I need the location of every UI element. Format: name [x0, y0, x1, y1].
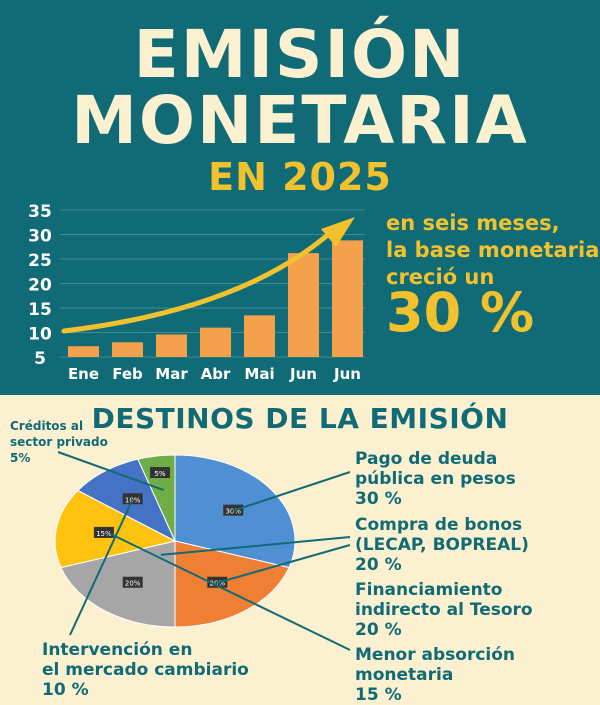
- label-pago-l1: Pago de deuda: [355, 449, 498, 469]
- leader-line: [57, 451, 165, 491]
- title-line-2: MONETARIA: [71, 82, 529, 159]
- bar-mar: [156, 334, 187, 357]
- pie-value-label: 30%: [225, 508, 241, 516]
- bar-jun: [288, 253, 319, 357]
- label-menor-l2: monetaria: [355, 665, 454, 685]
- leader-line: [109, 532, 351, 651]
- label-creditos-l1: Créditos al: [10, 419, 84, 433]
- label-interv-l3: 10 %: [42, 680, 89, 700]
- caption-line-1: en seis meses,: [386, 211, 560, 235]
- leader-line: [217, 544, 351, 584]
- label-creditos-l3: 5%: [10, 451, 31, 465]
- x-tick-label: Jun: [333, 365, 361, 383]
- label-creditos-l2: sector privado: [10, 435, 108, 449]
- title-line-1: EMISIÓN: [133, 16, 467, 93]
- label-compra: Compra de bonos (LECAP, BOPREAL) 20 %: [355, 515, 529, 575]
- pie-title: DESTINOS DE LA EMISIÓN: [91, 402, 509, 435]
- y-tick-label: 5: [34, 349, 46, 369]
- label-compra-l2: (LECAP, BOPREAL): [355, 535, 529, 555]
- bar-ene: [68, 346, 99, 357]
- label-interv: Intervención en el mercado cambiario 10 …: [42, 640, 249, 700]
- x-tick-label: Jun: [289, 365, 317, 383]
- pie-slice: [174, 540, 290, 628]
- label-compra-l1: Compra de bonos: [355, 515, 523, 535]
- label-pago: Pago de deuda pública en pesos 30 %: [355, 449, 516, 509]
- pie-value-label: 20%: [125, 580, 141, 588]
- label-pago-l3: 30 %: [355, 489, 402, 509]
- label-financ-l1: Financiamiento: [355, 580, 503, 600]
- bar-jun: [332, 240, 363, 357]
- trend-arrow-head: [321, 217, 355, 247]
- label-financ-l3: 20 %: [355, 620, 402, 640]
- trend-arrow-line: [61, 230, 333, 334]
- label-interv-l2: el mercado cambiario: [42, 660, 249, 680]
- y-tick-label: 35: [28, 202, 52, 222]
- pie-value-label: 5%: [154, 470, 165, 478]
- x-tick-label: Mai: [244, 365, 274, 383]
- y-tick-label: 20: [28, 276, 52, 296]
- leader-line: [160, 536, 351, 556]
- growth-percentage: 30 %: [386, 281, 535, 344]
- label-menor: Menor absorción monetaria 15 %: [355, 645, 515, 705]
- y-tick-label: 25: [28, 251, 52, 271]
- label-compra-l3: 20 %: [355, 555, 402, 575]
- y-tick-label: 10: [28, 325, 52, 345]
- bar-feb: [112, 342, 143, 357]
- pie-value-box: [122, 576, 143, 588]
- y-tick-label: 30: [28, 227, 52, 247]
- pie-slice: [60, 540, 176, 628]
- label-financ: Financiamiento indirecto al Tesoro 20 %: [355, 580, 533, 640]
- label-pago-l2: pública en pesos: [355, 469, 516, 489]
- label-menor-l3: 15 %: [355, 685, 402, 705]
- pie-chart: 30%20%20%15%10%5%: [54, 451, 351, 651]
- pie-value-label: 20%: [210, 580, 226, 588]
- leader-line: [69, 498, 134, 636]
- y-tick-label: 15: [28, 300, 52, 320]
- caption-line-2: la base monetaria: [386, 238, 600, 262]
- bar-chart: 5 10 15 20 25 30 35 Ene Feb Mar Abr Mai Jun Jun: [28, 202, 365, 383]
- label-interv-l1: Intervención en: [42, 640, 193, 660]
- pie-value-box: [93, 526, 114, 538]
- caption-line-3: creció un: [386, 265, 495, 289]
- label-menor-l1: Menor absorción: [355, 645, 516, 665]
- x-tick-label: Feb: [112, 365, 143, 383]
- pie-value-box: [122, 493, 143, 505]
- pie-value-label: 15%: [96, 530, 112, 538]
- label-creditos: Créditos al sector privado 5%: [10, 418, 108, 466]
- pie-value-box: [149, 467, 170, 479]
- x-tick-label: Abr: [201, 365, 231, 383]
- x-tick-label: Mar: [155, 365, 188, 383]
- x-tick-label: Ene: [68, 365, 99, 383]
- bar-abr: [200, 327, 231, 357]
- leader-line: [232, 471, 351, 512]
- bar-mai: [244, 315, 275, 357]
- label-financ-l2: indirecto al Tesoro: [355, 600, 533, 620]
- title-line-3: EN 2025: [208, 155, 392, 199]
- pie-slice: [54, 489, 177, 569]
